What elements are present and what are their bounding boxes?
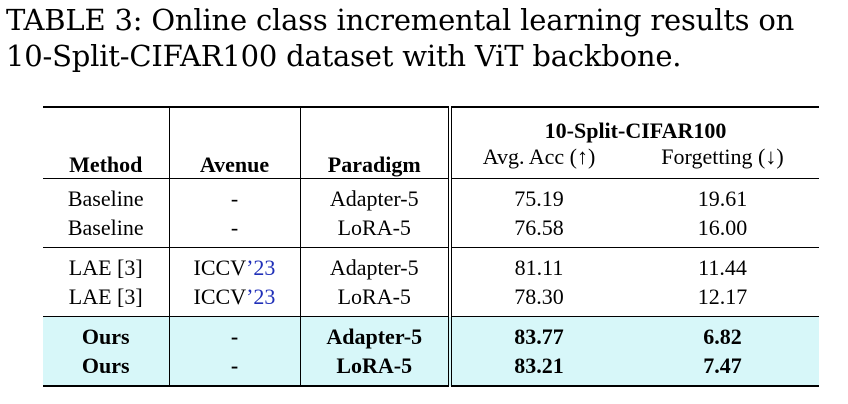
cell-avenue: ICCV’23 — [169, 282, 300, 317]
cell-forgetting: 16.00 — [626, 213, 819, 248]
table-row: Baseline - Adapter-5 75.19 19.61 — [43, 179, 819, 214]
header-avg-acc: Avg. Acc (↑) — [450, 144, 626, 179]
caption-label: TABLE 3: — [6, 3, 142, 37]
results-table: Method Avenue Paradigm 10-Split-CIFAR100… — [43, 106, 819, 387]
cell-avg-acc: 81.11 — [450, 248, 626, 283]
avenue-name: - — [231, 186, 238, 211]
table-row: Ours - LoRA-5 83.21 7.47 — [43, 351, 819, 386]
table-row: LAE [3] ICCV’23 Adapter-5 81.11 11.44 — [43, 248, 819, 283]
header-forgetting: Forgetting (↓) — [626, 144, 819, 179]
avenue-name: - — [231, 324, 238, 349]
avenue-name: ICCV — [194, 284, 247, 309]
table-body: Baseline - Adapter-5 75.19 19.61 Baseline - LoR… — [43, 179, 819, 387]
cell-avenue: - — [169, 317, 300, 352]
avenue-year-link[interactable]: ’23 — [246, 284, 275, 309]
cell-avg-acc: 83.21 — [450, 351, 626, 386]
cell-method: Ours — [43, 317, 169, 352]
header-method: Method — [43, 107, 169, 179]
avenue-name: ICCV — [194, 255, 247, 280]
cell-forgetting: 11.44 — [626, 248, 819, 283]
cell-method: Ours — [43, 351, 169, 386]
header-paradigm: Paradigm — [300, 107, 450, 179]
avenue-year-link[interactable]: ’23 — [246, 255, 275, 280]
cell-method: Baseline — [43, 179, 169, 214]
table-row: LAE [3] ICCV’23 LoRA-5 78.30 12.17 — [43, 282, 819, 317]
table-caption: TABLE 3: Online class incremental learni… — [6, 2, 842, 74]
cell-method: LAE [3] — [43, 282, 169, 317]
cell-avenue: - — [169, 213, 300, 248]
cell-paradigm: LoRA-5 — [300, 213, 450, 248]
cell-paradigm: LoRA-5 — [300, 351, 450, 386]
table-row: Baseline - LoRA-5 76.58 16.00 — [43, 213, 819, 248]
cell-avenue: - — [169, 351, 300, 386]
cell-forgetting: 7.47 — [626, 351, 819, 386]
cell-paradigm: LoRA-5 — [300, 282, 450, 317]
cell-avg-acc: 78.30 — [450, 282, 626, 317]
cell-paradigm: Adapter-5 — [300, 179, 450, 214]
header-avenue: Avenue — [169, 107, 300, 179]
cell-forgetting: 6.82 — [626, 317, 819, 352]
avenue-name: - — [231, 353, 238, 378]
cell-avg-acc: 83.77 — [450, 317, 626, 352]
cell-paradigm: Adapter-5 — [300, 317, 450, 352]
cell-avg-acc: 76.58 — [450, 213, 626, 248]
avenue-name: - — [231, 215, 238, 240]
table-row: Ours - Adapter-5 83.77 6.82 — [43, 317, 819, 352]
cell-method: LAE [3] — [43, 248, 169, 283]
cell-paradigm: Adapter-5 — [300, 248, 450, 283]
header-dataset: 10-Split-CIFAR100 — [450, 107, 819, 144]
cell-avenue: ICCV’23 — [169, 248, 300, 283]
cell-forgetting: 12.17 — [626, 282, 819, 317]
cell-forgetting: 19.61 — [626, 179, 819, 214]
cell-avg-acc: 75.19 — [450, 179, 626, 214]
cell-avenue: - — [169, 179, 300, 214]
cell-method: Baseline — [43, 213, 169, 248]
